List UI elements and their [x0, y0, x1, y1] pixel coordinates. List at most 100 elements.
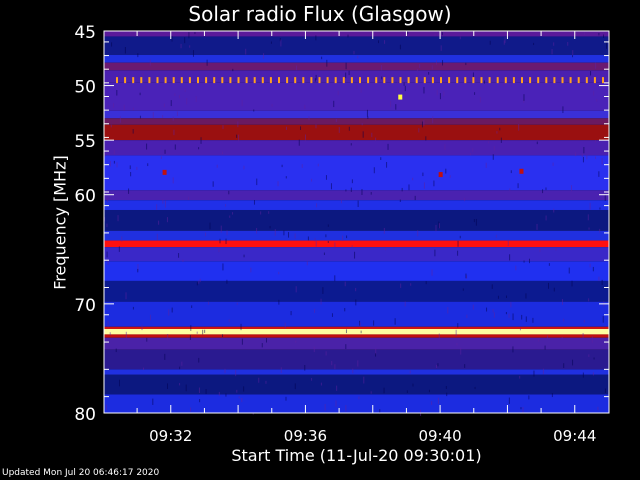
- noise-streak: [212, 181, 214, 187]
- noise-streak: [337, 90, 339, 96]
- noise-streak: [128, 188, 130, 194]
- noise-streak: [315, 241, 317, 247]
- noise-streak: [149, 59, 151, 66]
- noise-streak: [327, 224, 329, 227]
- noise-streak: [285, 176, 287, 179]
- noise-streak: [459, 235, 461, 239]
- noise-streak: [357, 360, 359, 367]
- noise-streak: [575, 152, 577, 157]
- noise-streak: [156, 204, 158, 211]
- x-axis-label: Start Time (11-Jul-20 09:30:01): [231, 446, 482, 465]
- dotted-marker: [302, 77, 305, 84]
- dotted-marker: [156, 77, 159, 84]
- dotted-marker: [529, 77, 532, 84]
- noise-streak: [384, 40, 386, 44]
- noise-streak: [124, 46, 126, 54]
- noise-streak: [378, 40, 380, 44]
- noise-streak: [271, 104, 273, 107]
- noise-streak: [444, 144, 446, 150]
- noise-streak: [269, 225, 271, 229]
- noise-streak: [521, 314, 523, 320]
- noise-streak: [403, 82, 405, 86]
- noise-streak: [386, 161, 388, 168]
- frequency-band: [104, 124, 609, 141]
- dotted-marker: [188, 77, 191, 84]
- noise-streak: [487, 141, 489, 144]
- dotted-marker: [261, 77, 264, 84]
- noise-streak: [205, 388, 207, 394]
- noise-streak: [410, 283, 412, 286]
- noise-streak: [375, 353, 377, 357]
- dotted-marker: [472, 77, 475, 84]
- noise-streak: [387, 143, 389, 150]
- noise-streak: [334, 275, 336, 282]
- noise-streak: [466, 314, 468, 319]
- noise-streak: [491, 284, 493, 289]
- dotted-marker: [342, 77, 345, 84]
- noise-streak: [314, 237, 316, 242]
- noise-streak: [348, 126, 350, 131]
- noise-streak: [431, 401, 433, 405]
- noise-streak: [236, 389, 238, 393]
- frequency-band: [104, 326, 609, 329]
- noise-streak: [280, 39, 282, 47]
- frequency-band: [104, 261, 609, 281]
- noise-streak: [355, 287, 357, 292]
- noise-streak: [354, 251, 356, 259]
- noise-streak: [492, 309, 494, 313]
- noise-streak: [568, 267, 570, 274]
- noise-streak: [344, 281, 346, 287]
- noise-streak: [418, 128, 420, 133]
- noise-streak: [232, 68, 234, 72]
- noise-streak: [162, 115, 164, 118]
- noise-streak: [189, 335, 191, 340]
- noise-streak: [182, 259, 184, 263]
- noise-streak: [406, 390, 408, 393]
- noise-streak: [583, 319, 585, 323]
- noise-streak: [278, 271, 280, 275]
- noise-streak: [512, 313, 514, 321]
- noise-streak: [202, 329, 204, 335]
- noise-streak: [520, 407, 522, 410]
- frequency-band: [104, 190, 609, 201]
- noise-streak: [414, 195, 416, 201]
- frequency-band: [104, 394, 609, 413]
- noise-streak: [232, 212, 234, 215]
- noise-streak: [186, 98, 188, 105]
- noise-streak: [423, 119, 425, 126]
- noise-streak: [290, 311, 292, 316]
- noise-streak: [485, 162, 487, 168]
- noise-streak: [505, 295, 507, 299]
- noise-streak: [107, 320, 109, 328]
- dotted-marker: [399, 77, 402, 84]
- noise-streak: [509, 188, 511, 191]
- noise-streak: [137, 268, 139, 273]
- noise-streak: [404, 301, 406, 307]
- noise-streak: [119, 116, 121, 123]
- noise-streak: [149, 314, 151, 321]
- noise-streak: [258, 377, 260, 383]
- dotted-marker: [415, 77, 418, 84]
- noise-streak: [470, 153, 472, 156]
- noise-streak: [198, 280, 200, 284]
- noise-streak: [562, 106, 564, 114]
- noise-streak: [218, 247, 220, 253]
- noise-streak: [345, 405, 347, 412]
- noise-streak: [218, 391, 220, 396]
- noise-streak: [173, 129, 175, 136]
- noise-streak: [221, 151, 223, 155]
- noise-streak: [505, 311, 507, 315]
- noise-streak: [357, 200, 359, 208]
- frequency-band: [104, 118, 609, 125]
- noise-streak: [142, 72, 144, 76]
- frequency-band: [104, 334, 609, 338]
- noise-streak: [404, 85, 406, 92]
- noise-streak: [536, 141, 538, 145]
- noise-streak: [192, 50, 194, 57]
- dotted-marker: [585, 77, 588, 84]
- dotted-marker: [521, 77, 523, 84]
- noise-streak: [548, 80, 550, 83]
- noise-streak: [361, 123, 363, 126]
- dotted-marker: [553, 77, 556, 84]
- noise-streak: [434, 33, 436, 37]
